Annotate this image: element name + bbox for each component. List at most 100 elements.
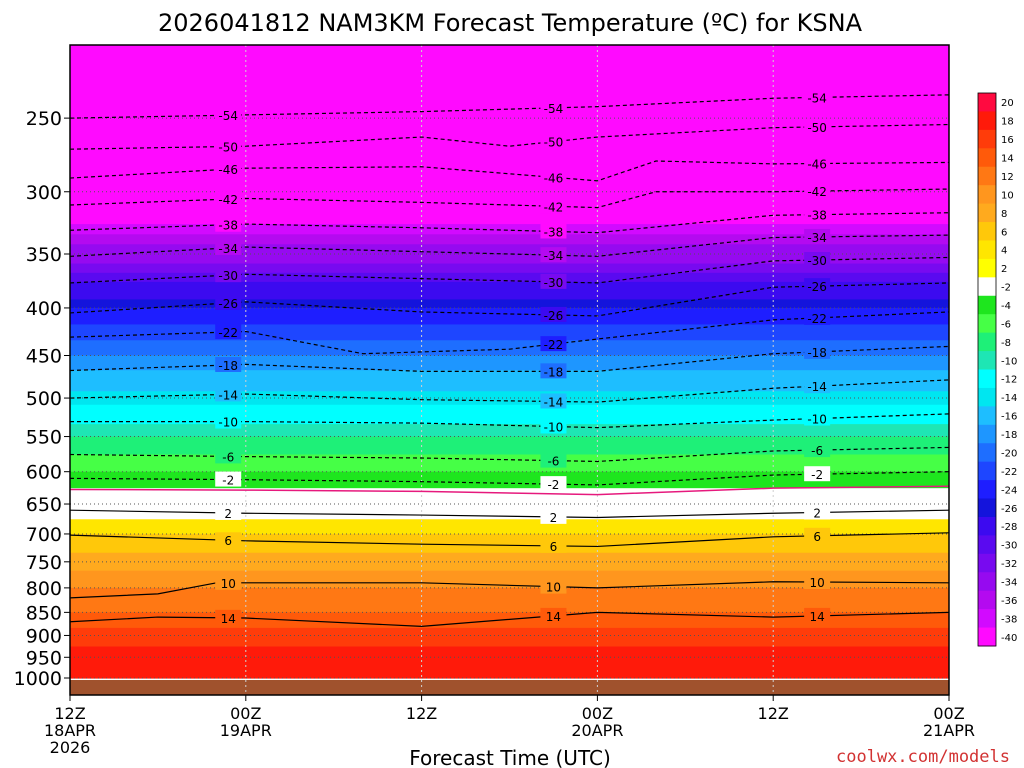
contour-label-bg (804, 89, 831, 105)
contour-label: -2 (811, 468, 823, 482)
contour-label-bg (215, 294, 242, 310)
temperature-band (70, 524, 949, 530)
y-tick-label: 850 (26, 602, 62, 624)
x-tick-label: 00Z (230, 704, 261, 723)
y-tick-label: 650 (26, 494, 62, 516)
contour-label-bg (540, 223, 567, 239)
contour-label-bg (215, 107, 242, 123)
x-tick-label: 12Z (758, 704, 789, 723)
temperature-band (70, 639, 949, 644)
temperature-band (70, 667, 949, 672)
contour-label-bg (804, 206, 831, 222)
contour-label-bg (215, 191, 242, 207)
colorbar-swatch (978, 480, 996, 500)
contour-label-bg (540, 306, 567, 322)
colorbar-label: -24 (1001, 485, 1017, 496)
contour-label: -18 (807, 346, 827, 360)
temperature-band (70, 244, 949, 255)
temperature-band (70, 620, 949, 625)
contour-label-bg (540, 247, 567, 263)
colorbar-swatch (978, 406, 996, 426)
colorbar-label: -16 (1001, 412, 1017, 423)
temperature-band (70, 657, 949, 662)
temperature-band (70, 471, 949, 478)
colorbar-label: 14 (1001, 154, 1014, 165)
colorbar-label: 16 (1001, 135, 1014, 146)
colorbar-frame (977, 92, 997, 647)
temperature-band (70, 234, 949, 245)
contour-label-bg (804, 228, 831, 244)
contour-label-bg (540, 607, 567, 623)
temperature-band (70, 650, 949, 655)
temperature-band (70, 538, 949, 545)
contour-label: 10 (221, 577, 236, 591)
contour-label-bg (215, 609, 242, 625)
isotherm-line (70, 611, 949, 627)
contour-label-bg (215, 532, 242, 548)
contour-label-bg (804, 309, 831, 325)
contour-label-bg (215, 504, 242, 520)
colorbar-swatch (978, 314, 996, 334)
temperature-band (70, 642, 949, 648)
contour-label: -46 (218, 163, 238, 177)
temperature-band (70, 612, 949, 617)
contour-label-bg (540, 363, 567, 379)
colorbar-swatch (978, 572, 996, 592)
contour-label: -10 (218, 416, 238, 430)
isotherm-line (70, 160, 949, 182)
contour-label: -46 (807, 158, 827, 172)
temperature-band (70, 543, 949, 549)
contour-label: 14 (546, 610, 561, 624)
temperature-band (70, 460, 949, 467)
temperature-band (70, 579, 949, 585)
contour-label: -22 (807, 312, 827, 326)
y-tick-label: 1000 (14, 668, 62, 690)
x-tick-label: 20APR (571, 721, 623, 740)
temperature-band (70, 118, 949, 132)
colorbar-swatch (978, 535, 996, 555)
colorbar-swatch (978, 590, 996, 610)
colorbar-swatch (978, 258, 996, 278)
temperature-band (70, 664, 949, 669)
contour-label-bg (804, 183, 831, 199)
colorbar-swatch (978, 129, 996, 149)
temperature-band (70, 671, 949, 676)
contour-label: -50 (807, 121, 827, 135)
contour-label-bg (215, 413, 242, 429)
contour-label-bg (804, 155, 831, 171)
contour-label-bg (215, 161, 242, 177)
contour-label: -6 (222, 450, 234, 464)
isotherm-contours: -58 -58 -58-54-54-54-50 -50-50-46-46-46-42-… (70, 45, 949, 627)
colorbar-swatch (978, 222, 996, 241)
colorbar-label: -4 (1001, 301, 1011, 312)
contour-label-bg (215, 574, 242, 590)
y-tick-label: 300 (26, 182, 62, 204)
isotherm-line (70, 282, 949, 317)
contour-label: 6 (224, 534, 232, 548)
contour-label: -10 (807, 413, 827, 427)
contour-label: -30 (807, 254, 827, 268)
temperature-band (70, 272, 949, 283)
colorbar-swatch (978, 369, 996, 389)
contour-label-bg (540, 169, 567, 185)
temperature-band (70, 552, 949, 558)
temperature-band (70, 324, 949, 334)
contour-label: 2 (813, 506, 821, 520)
contour-label-bg (540, 418, 567, 434)
temperature-band (70, 60, 949, 77)
contour-label: -54 (218, 109, 238, 123)
temperature-band (70, 674, 949, 679)
x-axis-label: Forecast Time (UTC) (409, 746, 611, 768)
contour-label-bg (804, 574, 831, 590)
temperature-band (70, 45, 949, 61)
isotherm-line (70, 188, 949, 209)
colorbar-label: 12 (1001, 172, 1014, 183)
contour-label: -10 (544, 421, 564, 435)
temperature-band (70, 509, 949, 515)
colorbar-label: -40 (1001, 633, 1017, 644)
colorbar-label: -14 (1001, 393, 1017, 404)
contour-label: -34 (218, 242, 238, 256)
contour-label: -42 (807, 185, 827, 199)
contour-label-bg (215, 471, 242, 487)
colorbar-swatch (978, 443, 996, 463)
